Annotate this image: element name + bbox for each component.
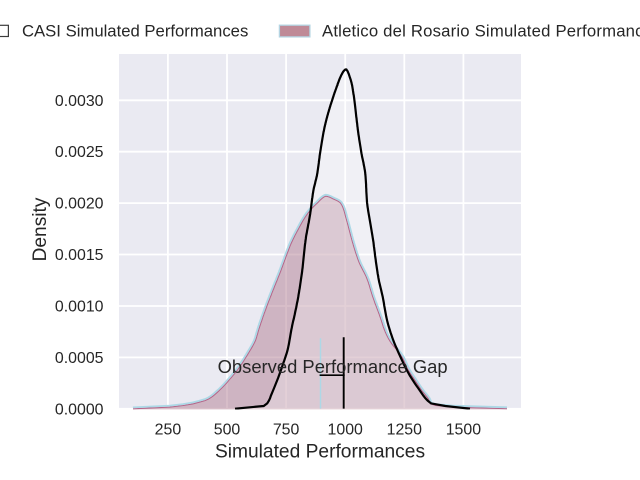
svg-text:0.0010: 0.0010: [55, 299, 104, 316]
svg-text:0.0015: 0.0015: [55, 247, 104, 264]
svg-text:500: 500: [214, 422, 241, 439]
svg-text:Observed Performance Gap: Observed Performance Gap: [218, 356, 448, 377]
svg-text:Atletico del Rosario Simulated: Atletico del Rosario Simulated Performan…: [322, 22, 640, 41]
svg-text:1000: 1000: [328, 422, 364, 439]
svg-text:1500: 1500: [446, 422, 482, 439]
svg-text:0.0005: 0.0005: [55, 350, 104, 367]
svg-text:750: 750: [273, 422, 300, 439]
svg-text:CASI Simulated Performances: CASI Simulated Performances: [22, 22, 248, 41]
svg-text:Simulated Performances: Simulated Performances: [215, 442, 425, 463]
svg-text:0.0025: 0.0025: [55, 144, 104, 161]
svg-text:Density: Density: [30, 197, 51, 261]
svg-text:250: 250: [155, 422, 182, 439]
svg-text:0.0020: 0.0020: [55, 196, 104, 213]
svg-text:0.0030: 0.0030: [55, 93, 104, 110]
svg-text:0.0000: 0.0000: [55, 401, 104, 418]
svg-text:1250: 1250: [387, 422, 423, 439]
